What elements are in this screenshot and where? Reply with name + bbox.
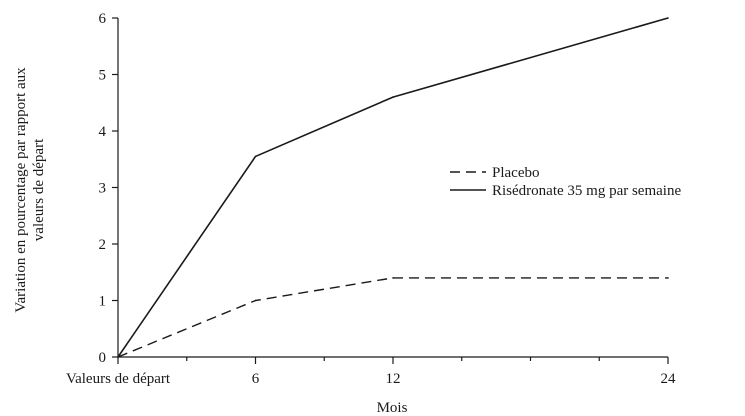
y-axis-title: Variation en pourcentage par rapport aux… xyxy=(13,67,47,313)
y-tick-label: 3 xyxy=(99,181,107,197)
x-tick-label: 6 xyxy=(252,371,260,387)
y-tick-label: 0 xyxy=(99,350,107,366)
y-tick-label: 4 xyxy=(99,124,107,140)
series-lines xyxy=(117,17,669,358)
y-axis-title-line-2: valeurs de départ xyxy=(31,138,47,241)
legend: Placebo Risédronate 35 mg par semaine xyxy=(450,165,681,199)
y-axis-title-line-1: Variation en pourcentage par rapport aux xyxy=(13,67,29,313)
y-tick-label: 2 xyxy=(99,237,107,253)
x-axis-title: Mois xyxy=(377,400,408,416)
y-tick-label: 5 xyxy=(99,68,107,84)
legend-label: Placebo xyxy=(492,165,539,181)
data-point xyxy=(254,299,257,302)
series-line-risedronate xyxy=(117,17,669,358)
data-point xyxy=(254,155,257,158)
x-tick-label: 24 xyxy=(661,371,677,387)
data-point xyxy=(667,277,669,279)
series-line-placebo xyxy=(117,277,668,358)
x-tick-label: 12 xyxy=(386,371,401,387)
x-tick-label: Valeurs de départ xyxy=(66,371,171,387)
x-axis: Valeurs de départ 6 12 24 xyxy=(66,356,677,387)
data-point xyxy=(392,277,394,279)
legend-label: Risédronate 35 mg par semaine xyxy=(492,183,681,199)
data-point xyxy=(667,17,669,19)
y-tick-label: 6 xyxy=(99,11,107,27)
data-point xyxy=(117,356,119,358)
data-point xyxy=(392,96,394,98)
y-axis: 0 1 2 3 4 5 6 xyxy=(99,11,119,366)
y-tick-label: 1 xyxy=(99,294,107,310)
